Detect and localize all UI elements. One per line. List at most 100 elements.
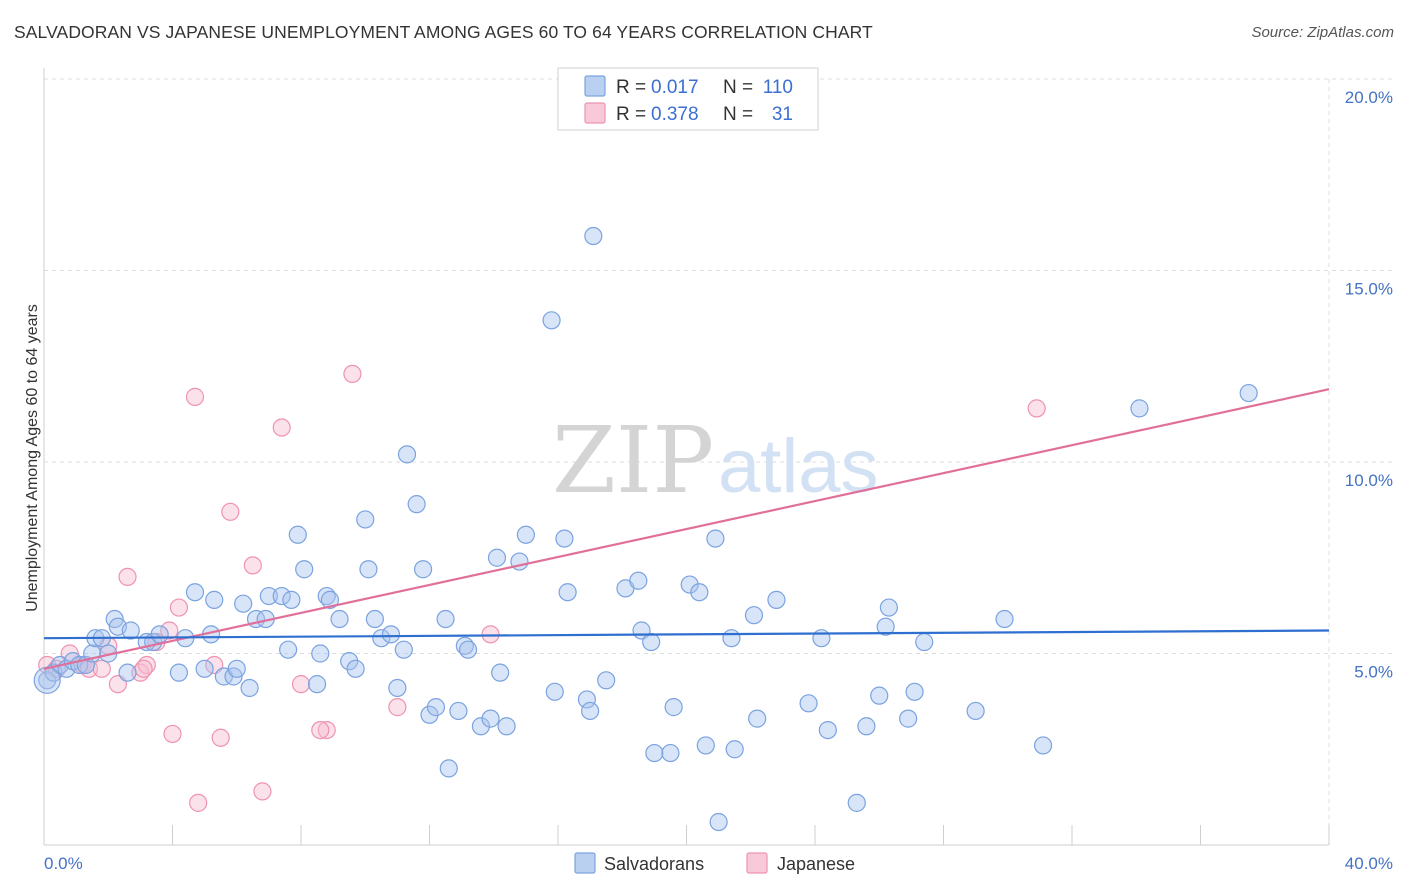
bottom-legend-swatch-japanese [746,852,768,874]
salvadoran-point-91 [709,812,728,832]
bottom-legend-label-japanese: Japanese [777,854,855,874]
japanese-point-18 [211,728,230,747]
japanese-point-19 [221,502,240,521]
salvadoran-point-99 [876,617,895,636]
salvadoran-point-73 [597,671,616,690]
legend-r-value-salvadorans: 0.017 [651,77,699,98]
salvadoran-point-72 [581,701,600,721]
japanese-point-20 [243,556,262,575]
salvadoran-point-35 [288,525,307,544]
legend-n-label-japanese: N = [723,104,753,125]
salvadoran-point-103 [915,632,934,652]
japanese-point-28 [481,625,500,644]
y-tick-label-2: 15.0% [1345,280,1393,299]
salvadoran-point-62 [481,709,500,728]
salvadoran-point-87 [722,629,741,648]
salvadoran-point-102 [905,682,924,701]
legend-swatch-salvadorans [584,75,606,97]
salvadoran-point-52 [407,495,426,514]
salvadoran-point-47 [372,629,391,648]
salvadoran-point-70 [558,583,577,602]
salvadoran-point-69 [555,529,574,548]
salvadoran-point-97 [857,717,876,736]
salvadoran-point-89 [744,606,764,625]
salvadoran-point-43 [346,659,365,678]
salvadoran-point-33 [279,640,298,659]
trend-lines [43,388,1330,670]
watermark-atlas: atlas [718,424,879,509]
japanese-point-25 [311,720,330,740]
y-tick-label-1: 10.0% [1345,471,1393,490]
japanese-point-13 [169,598,189,617]
salvadoran-point-46 [365,609,384,629]
salvadoran-point-38 [311,644,330,663]
salvadoran-point-26 [227,659,246,678]
x-tick-label-min: 0.0% [44,854,83,873]
watermark: ZIP atlas [552,407,879,514]
salvadoran-point-28 [240,678,259,698]
salvadoran-point-83 [680,575,699,594]
salvadoran-point-56 [436,609,455,629]
japanese-point-30 [134,659,153,678]
salvadoran-point-85 [696,736,715,755]
japanese-point-14 [163,724,182,744]
salvadoran-point-55 [426,698,446,717]
correlation-legend: R = 0.017 N = 110 R = 0.378 N = 31 [557,67,819,131]
salvadoran-point-17 [150,625,169,644]
japanese-point-23 [291,675,311,694]
salvadoran-point-51 [397,445,417,464]
salvadoran-point-67 [516,525,535,544]
x-tick-labels: 0.0% 40.0% [44,854,1393,873]
salvadoran-point-107 [1130,399,1149,418]
salvadoran-point-96 [847,793,866,812]
salvadoran-point-94 [812,629,831,648]
trend-line-japanese [43,388,1330,670]
legend-n-value-salvadorans: 110 [763,77,793,98]
salvadoran-point-68 [545,682,564,701]
legend-n-value-japanese: 31 [772,104,793,125]
salvadoran-point-93 [799,694,818,713]
salvadoran-point-90 [748,709,767,728]
salvadoran-point-105 [995,609,1014,629]
salvadoran-point-21 [195,659,214,678]
series-salvadorans [33,226,1258,832]
salvadoran-point-79 [642,632,661,652]
salvadoran-point-44 [356,510,375,529]
salvadoran-point-31 [259,586,278,606]
salvadoran-point-41 [330,609,349,629]
salvadoran-point-101 [899,709,918,728]
japanese-point-12 [160,621,179,640]
salvadoran-point-64 [491,663,510,682]
salvadoran-point-63 [487,548,507,567]
salvadoran-point-106 [1033,736,1053,755]
salvadoran-point-60 [458,640,478,659]
salvadoran-point-95 [818,720,837,740]
y-axis-title: Unemployment Among Ages 60 to 64 years [24,304,41,612]
salvadoran-point-77 [629,571,648,590]
salvadoran-point-13 [118,663,137,682]
series-legend: Salvadorans Japanese [574,852,855,874]
y-tick-labels: 5.0% 10.0% 15.0% 20.0% [1345,88,1393,682]
salvadoran-point-61 [471,717,490,736]
japanese-point-24 [317,720,336,740]
salvadoran-point-53 [413,560,433,579]
salvadoran-point-82 [664,698,683,717]
salvadoran-point-80 [645,743,664,763]
trend-line-salvadorans [43,629,1330,640]
japanese-point-26 [343,364,362,384]
salvadoran-point-40 [320,590,340,609]
japanese-point-27 [388,698,407,717]
salvadoran-point-36 [295,560,314,579]
salvadoran-point-23 [205,590,224,609]
salvadoran-point-34 [282,590,301,609]
japanese-point-21 [253,782,272,801]
salvadoran-point-86 [706,529,725,548]
japanese-point-8 [118,567,137,587]
y-tick-label-0: 5.0% [1354,663,1393,682]
japanese-point-29 [1027,399,1046,418]
legend-r-label-japanese: R = [616,104,646,125]
salvadoran-point-37 [307,675,327,694]
salvadoran-point-108 [1239,383,1258,403]
salvadoran-point-65 [497,717,516,736]
